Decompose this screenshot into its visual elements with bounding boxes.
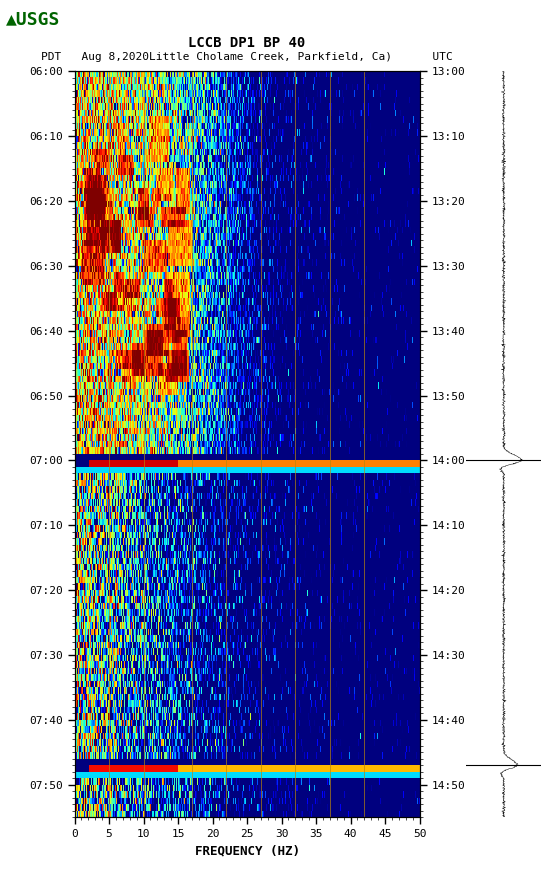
Text: LCCB DP1 BP 40: LCCB DP1 BP 40 (188, 36, 306, 50)
X-axis label: FREQUENCY (HZ): FREQUENCY (HZ) (194, 845, 300, 857)
Text: ▲USGS: ▲USGS (6, 11, 60, 29)
Text: PDT   Aug 8,2020Little Cholame Creek, Parkfield, Ca)      UTC: PDT Aug 8,2020Little Cholame Creek, Park… (41, 52, 453, 63)
